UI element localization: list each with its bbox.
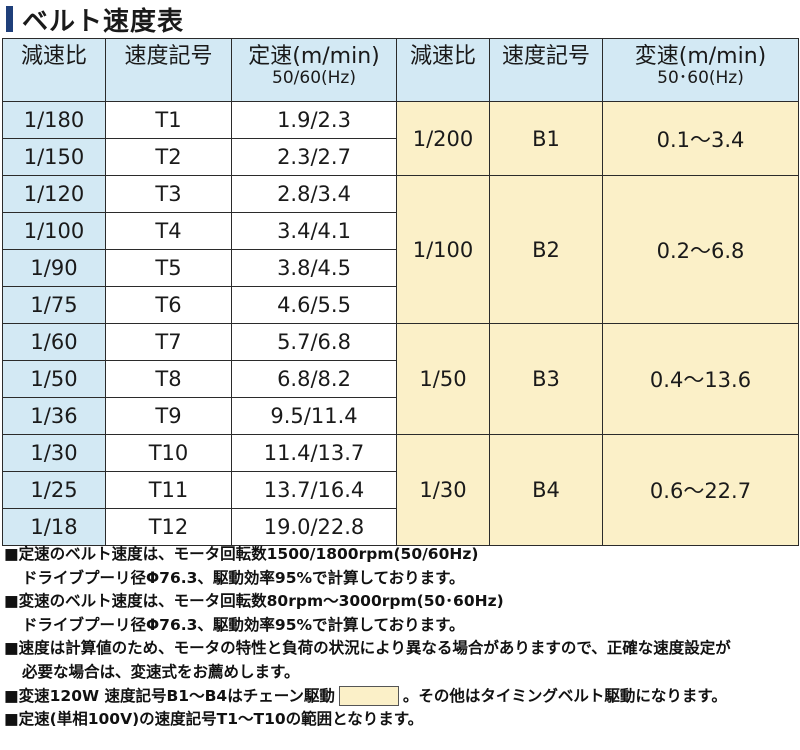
table-row: 1/60 T7 5.7/6.8 1/50 B3 0.4～13.6 bbox=[2, 323, 799, 435]
code-cell: T11 bbox=[105, 471, 232, 509]
speed-cell: 3.4/4.1 bbox=[231, 212, 397, 250]
note-line: ドライブプーリ径Φ76.3、駆動効率95%で計算しております。 bbox=[22, 615, 465, 634]
note-line: ■速度は計算値のため、モータの特性と負荷の状況により異なる場合がありますので、正… bbox=[4, 639, 731, 658]
var-ratio-cell: 1/30 bbox=[396, 434, 490, 546]
table-row: 1/180 T1 1.9/2.3 1/200 B1 0.1～3.4 bbox=[2, 101, 799, 176]
ratio-cell: 1/120 bbox=[2, 175, 106, 213]
code-cell: T9 bbox=[105, 397, 232, 435]
var-speed-cell: 0.6～22.7 bbox=[602, 434, 799, 546]
speed-cell: 4.6/5.5 bbox=[231, 286, 397, 324]
var-speed-cell: 0.1～3.4 bbox=[602, 101, 799, 176]
code-cell: T7 bbox=[105, 323, 232, 361]
code-cell: T4 bbox=[105, 212, 232, 250]
var-code-cell: B1 bbox=[489, 101, 603, 176]
header-fixed-speed: 定速(m/min) 50/60(Hz) bbox=[231, 38, 397, 102]
chain-color-swatch bbox=[338, 686, 399, 707]
var-code-cell: B2 bbox=[489, 175, 603, 324]
var-speed-cell: 0.2～6.8 bbox=[602, 175, 799, 324]
notes-block: ■定速のベルト速度は、モータ回転数1500/1800rpm(50/60Hz) ド… bbox=[4, 543, 798, 732]
speed-cell: 2.3/2.7 bbox=[231, 138, 397, 176]
table-row: 1/25 T11 13.7/16.4 bbox=[2, 471, 799, 509]
ratio-cell: 1/36 bbox=[2, 397, 106, 435]
ratio-cell: 1/180 bbox=[2, 101, 106, 139]
header-variable-speed-label: 変速(m/min) bbox=[634, 44, 767, 69]
speed-cell: 9.5/11.4 bbox=[231, 397, 397, 435]
note-chain-text: ■変速120W 速度記号B1～B4はチェーン駆動 bbox=[4, 686, 335, 705]
speed-cell: 11.4/13.7 bbox=[231, 434, 397, 472]
header-variable-speed: 変速(m/min) 50･60(Hz) bbox=[602, 38, 799, 102]
code-cell: T6 bbox=[105, 286, 232, 324]
speed-cell: 1.9/2.3 bbox=[231, 101, 397, 139]
ratio-cell: 1/25 bbox=[2, 471, 106, 509]
speed-cell: 3.8/4.5 bbox=[231, 249, 397, 287]
table-row: 1/75 T6 4.6/5.5 bbox=[2, 286, 799, 324]
table-row: 1/90 T5 3.8/4.5 bbox=[2, 249, 799, 287]
header-fixed-speed-hz: 50/60(Hz) bbox=[272, 68, 356, 88]
ratio-cell: 1/18 bbox=[2, 508, 106, 546]
table-row: 1/30 T10 11.4/13.7 1/30 B4 0.6～22.7 bbox=[2, 434, 799, 546]
code-cell: T12 bbox=[105, 508, 232, 546]
speed-cell: 5.7/6.8 bbox=[231, 323, 397, 361]
note-line: 必要な場合は、変速式をお薦めします。 bbox=[22, 662, 300, 681]
table-row: 1/36 T9 9.5/11.4 bbox=[2, 397, 799, 435]
code-cell: T10 bbox=[105, 434, 232, 472]
var-ratio-cell: 1/50 bbox=[396, 323, 490, 435]
var-code-cell: B4 bbox=[489, 434, 603, 546]
table-header-row: 減速比 速度記号 定速(m/min) 50/60(Hz) 減速比 速度記号 変速… bbox=[2, 38, 799, 102]
table-row: 1/100 T4 3.4/4.1 bbox=[2, 212, 799, 250]
var-code-cell: B3 bbox=[489, 323, 603, 435]
ratio-cell: 1/150 bbox=[2, 138, 106, 176]
speed-cell: 2.8/3.4 bbox=[231, 175, 397, 213]
code-cell: T1 bbox=[105, 101, 232, 139]
code-cell: T5 bbox=[105, 249, 232, 287]
table-row: 1/120 T3 2.8/3.4 1/100 B2 0.2～6.8 bbox=[2, 175, 799, 324]
var-speed-cell: 0.4～13.6 bbox=[602, 323, 799, 435]
header-ratio-fixed: 減速比 bbox=[2, 38, 106, 102]
ratio-cell: 1/60 bbox=[2, 323, 106, 361]
ratio-cell: 1/30 bbox=[2, 434, 106, 472]
ratio-cell: 1/50 bbox=[2, 360, 106, 398]
code-cell: T3 bbox=[105, 175, 232, 213]
code-cell: T2 bbox=[105, 138, 232, 176]
header-variable-speed-hz: 50･60(Hz) bbox=[657, 68, 744, 88]
ratio-cell: 1/90 bbox=[2, 249, 106, 287]
title-accent-bar bbox=[6, 6, 13, 32]
var-ratio-cell: 1/200 bbox=[396, 101, 490, 176]
title-area: ベルト速度表 bbox=[6, 2, 185, 37]
speed-cell: 19.0/22.8 bbox=[231, 508, 397, 546]
note-line: ドライブプーリ径Φ76.3、駆動効率95%で計算しております。 bbox=[22, 568, 465, 587]
header-code-variable: 速度記号 bbox=[489, 38, 603, 102]
ratio-cell: 1/75 bbox=[2, 286, 106, 324]
page-title: ベルト速度表 bbox=[22, 6, 185, 37]
header-ratio-variable: 減速比 bbox=[396, 38, 490, 102]
table-row: 1/18 T12 19.0/22.8 bbox=[2, 508, 799, 546]
belt-speed-table: 減速比 速度記号 定速(m/min) 50/60(Hz) 減速比 速度記号 変速… bbox=[2, 38, 799, 546]
note-line: ■変速のベルト速度は、モータ回転数80rpm～3000rpm(50･60Hz) bbox=[4, 592, 504, 611]
header-fixed-speed-label: 定速(m/min) bbox=[248, 44, 380, 69]
note-chain-text-rest: 。その他はタイミングベルト駆動になります。 bbox=[402, 686, 727, 705]
ratio-cell: 1/100 bbox=[2, 212, 106, 250]
speed-cell: 6.8/8.2 bbox=[231, 360, 397, 398]
note-line: ■定速のベルト速度は、モータ回転数1500/1800rpm(50/60Hz) bbox=[4, 545, 479, 563]
var-ratio-cell: 1/100 bbox=[396, 175, 490, 324]
note-line-chain: ■変速120W 速度記号B1～B4はチェーン駆動 。その他はタイミングベルト駆動に… bbox=[4, 685, 798, 709]
speed-cell: 13.7/16.4 bbox=[231, 471, 397, 509]
code-cell: T8 bbox=[105, 360, 232, 398]
header-code-fixed: 速度記号 bbox=[105, 38, 232, 102]
note-line: ■定速(単相100V)の速度記号T1～T10の範囲となります。 bbox=[4, 710, 424, 729]
